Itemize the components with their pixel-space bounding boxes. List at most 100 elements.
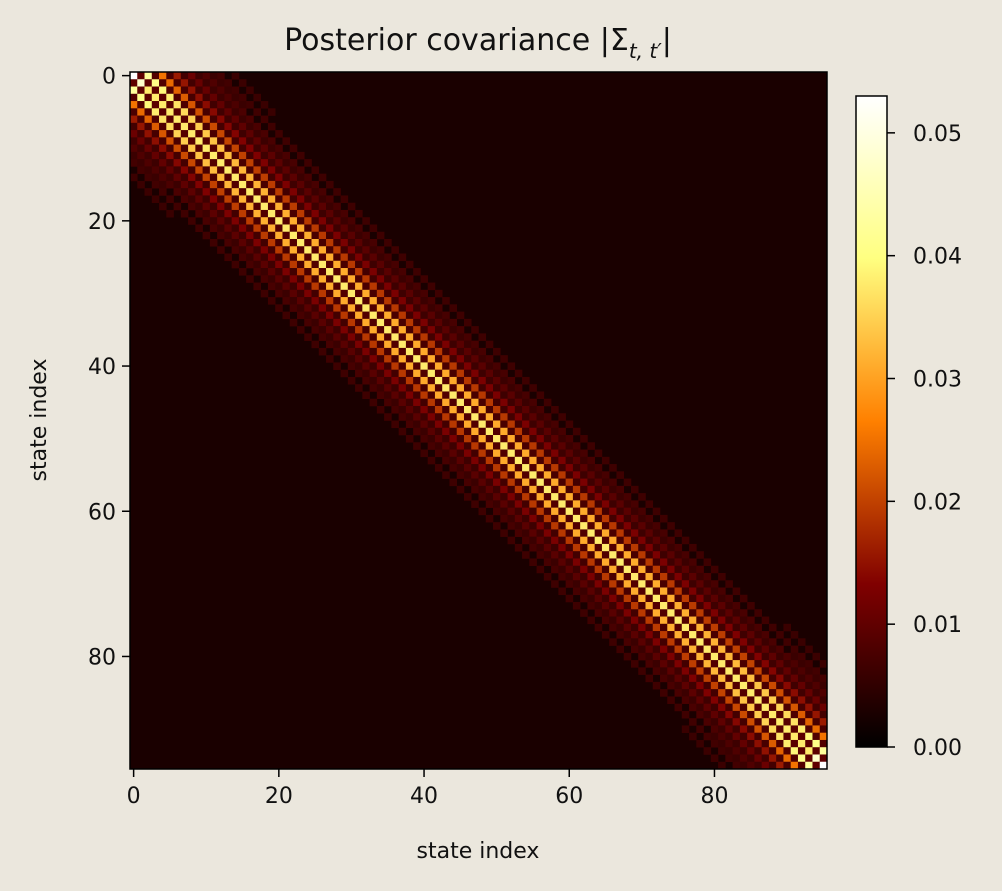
heatmap-cell [347,275,356,283]
heatmap-cell [725,710,733,719]
heatmap-cell [601,587,610,596]
heatmap-cell [434,311,443,320]
heatmap-cell [180,115,189,124]
heatmap-cell [326,231,334,240]
heatmap-cell [609,500,617,508]
heatmap-cell [594,558,603,567]
heatmap-cell [202,137,211,145]
heatmap-cell [209,166,218,174]
heatmap-cell [267,202,276,211]
heatmap-cell [536,493,545,501]
heatmap-cell [638,580,646,588]
heatmap-cell [529,456,537,465]
heatmap-cell [362,297,370,305]
heatmap-cell [398,326,407,334]
heatmap-cell [391,304,399,312]
heatmap-cell [797,703,806,712]
heatmap-cell [318,304,327,312]
heatmap-cell [246,238,254,247]
heatmap-cell [420,275,428,283]
heatmap-cell [296,231,305,240]
heatmap-cell [253,195,261,203]
heatmap-cell [652,602,661,610]
heatmap-cell [689,565,697,574]
heatmap-cell [681,660,690,668]
heatmap-cell [413,304,421,312]
heatmap-cell [340,224,349,233]
heatmap-cell [137,166,145,174]
heatmap-cell [202,115,211,124]
heatmap-cell [797,660,806,668]
heatmap-cell [195,93,203,102]
heatmap-cell [732,689,741,697]
heatmap-cell [333,268,341,276]
heatmap-cell [660,543,668,552]
heatmap-cell [747,652,755,661]
heatmap-cell [282,246,291,254]
heatmap-cell [609,551,617,559]
heatmap-cell [594,464,603,472]
heatmap-cell [667,551,675,559]
heatmap-cell [420,362,428,370]
heatmap-cell [253,108,261,116]
heatmap-cell [217,166,225,174]
heatmap-cell [166,137,174,145]
heatmap-cell [768,638,777,646]
heatmap-cell [449,304,458,312]
heatmap-cell [768,674,777,683]
heatmap-cell [260,159,269,167]
heatmap-cell [703,631,712,639]
heatmap-cell [768,645,777,654]
heatmap-cell [238,202,247,211]
heatmap-cell [456,326,465,334]
heatmap-cell [151,86,160,95]
heatmap-cell [667,660,675,668]
heatmap-cell [507,413,516,421]
heatmap-cell [638,645,646,654]
colorbar-tick-label: 0.05 [913,122,962,147]
heatmap-cell [260,246,269,254]
heatmap-cell [580,456,588,465]
heatmap-cell [289,224,298,233]
heatmap-cell [398,391,407,400]
heatmap-cell [558,449,566,458]
heatmap-cell [427,318,436,327]
heatmap-cell [783,696,791,704]
heatmap-cell [434,442,443,450]
heatmap-cell [630,572,639,581]
heatmap-cell [514,471,523,479]
heatmap-cell [616,493,625,501]
heatmap-cell [471,485,479,494]
heatmap-cell [819,732,828,741]
heatmap-cell [224,130,232,138]
heatmap-cells [130,72,828,770]
heatmap-cell [674,594,683,603]
heatmap-cell [776,739,784,748]
heatmap-cell [463,435,472,443]
heatmap-cell [217,108,225,116]
heatmap-cell [696,645,704,654]
heatmap-cell [638,609,646,617]
heatmap-cell [601,500,610,508]
heatmap-cell [696,725,704,733]
heatmap-cell [355,275,363,283]
heatmap-cell [819,660,828,668]
heatmap-cell [427,413,436,421]
heatmap-cell [747,718,755,726]
heatmap-cell [739,609,748,617]
heatmap-cell [493,500,501,508]
heatmap-cell [398,318,407,327]
heatmap-cell [652,522,661,530]
heatmap-cell [151,137,160,145]
heatmap-cell [652,551,661,559]
heatmap-cell [340,369,349,378]
heatmap-cell [674,580,683,588]
heatmap-cell [326,326,334,334]
heatmap-cell [652,507,661,516]
heatmap-cell [347,355,356,363]
heatmap-cell [580,529,588,537]
heatmap-cell [333,260,341,269]
heatmap-cell [783,674,791,683]
heatmap-cell [478,442,487,450]
heatmap-cell [434,413,443,421]
